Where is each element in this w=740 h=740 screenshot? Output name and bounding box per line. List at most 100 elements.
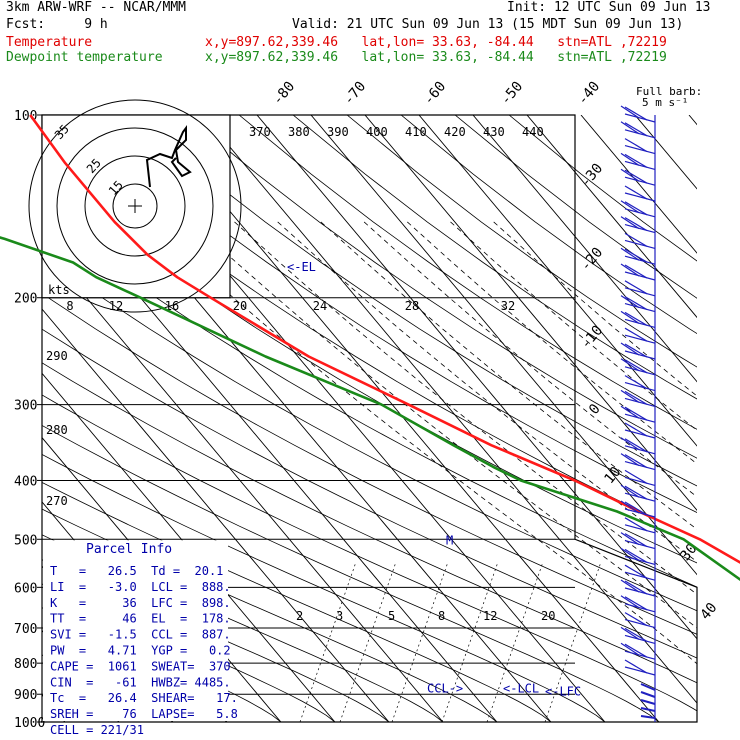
wind-barb-flag — [620, 595, 640, 609]
wind-barb — [620, 152, 656, 170]
wind-barb — [624, 564, 656, 581]
wind-barb — [620, 626, 656, 644]
wind-barb-flag — [620, 484, 640, 498]
isotherm-line — [42, 244, 444, 722]
wind-barb-low — [640, 691, 656, 698]
valid-time: Valid: 21 UTC Sun 09 Jun 13 (15 MDT Sun … — [292, 17, 684, 32]
mixing-ratio-line — [339, 564, 396, 722]
theta-label: 420 — [444, 125, 466, 139]
wind-barb — [620, 121, 656, 139]
wind-barb-flag — [624, 517, 648, 532]
parcel-info-row: CIN = -61 HWBZ= 4485. — [50, 675, 231, 689]
wind-barb-flag — [624, 492, 656, 502]
isotherm-label: -40 — [575, 79, 604, 109]
wind-barb-flag — [620, 358, 640, 372]
hodograph-ring — [112, 183, 158, 229]
wind-barb-flag — [624, 476, 656, 486]
mixing-ratio-line — [441, 564, 498, 722]
wind-barb-flag — [624, 201, 648, 216]
wind-barb-flag — [624, 548, 648, 563]
wind-barb-flag — [624, 113, 656, 123]
wind-barb-flag — [624, 619, 656, 629]
wind-barb-flag — [620, 295, 640, 309]
isotherm-label: -10 — [578, 323, 607, 353]
hodograph-speed-label: 20 — [233, 299, 247, 313]
wind-barb-flag — [624, 239, 656, 249]
wind-barb-flag — [624, 524, 656, 534]
diagram-border — [41, 114, 698, 723]
wind-barb-low — [640, 683, 656, 691]
dewpoint-line — [0, 236, 740, 582]
theta-label: 280 — [46, 423, 68, 437]
dry-adiabat-line — [42, 129, 697, 539]
mixing-ratio-label: 5 — [388, 609, 395, 623]
wind-barb-flag — [624, 264, 648, 279]
temperature-line — [29, 114, 740, 564]
wind-barb — [620, 216, 656, 234]
wind-barb-flag — [624, 217, 648, 232]
isotherm-line — [42, 372, 336, 722]
wind-barb — [620, 642, 656, 660]
ccl-marker: CCL-> — [427, 682, 463, 696]
isotherm-line — [526, 115, 697, 319]
pressure-label-900: 900 — [14, 688, 37, 703]
wind-barb-flag — [620, 642, 640, 656]
hodograph-speed-label: 8 — [66, 299, 73, 313]
theta-label: 430 — [483, 125, 505, 139]
dry-adiabat-line — [42, 174, 697, 564]
parcel-info-row: K = 36 LFC = 898. — [50, 596, 231, 610]
wind-barb-flag — [620, 263, 640, 277]
mixing-ratio-label: 20 — [541, 609, 555, 623]
wind-barb-flag — [624, 287, 656, 297]
wind-barb — [620, 105, 656, 123]
wind-barb-flag — [624, 397, 656, 407]
wind-barb — [620, 484, 656, 502]
wind-barb-flag — [620, 152, 640, 166]
wind-barb-flag — [624, 343, 648, 358]
wind-barb-flag — [620, 168, 640, 182]
mixing-ratio-label: 12 — [483, 609, 497, 623]
mixing-ratio-line — [391, 564, 448, 722]
wind-barb-flag — [620, 389, 640, 403]
wind-barb-flag — [624, 129, 656, 139]
wind-barb-flag — [624, 153, 648, 168]
wind-barb-flag — [624, 533, 648, 548]
wind-barb-flag — [624, 375, 648, 390]
wind-barb-flag — [624, 176, 656, 186]
isotherm-line — [42, 308, 390, 722]
parcel-info-row: TT = 46 EL = 178. — [50, 612, 231, 626]
wind-barb — [624, 517, 656, 534]
wind-barb-flag — [620, 453, 640, 467]
isotherm-line — [202, 115, 697, 704]
wind-barb — [620, 453, 656, 471]
wind-barb-flag — [624, 208, 656, 218]
wind-barb-flag — [624, 224, 656, 234]
moist-adiabat-line — [191, 221, 697, 629]
wind-barb-flag — [620, 500, 640, 514]
parcel-info-row: PW = 4.71 YGP = 0.2 — [50, 644, 231, 658]
isotherm-line — [634, 115, 697, 190]
dry-adiabat-line — [42, 292, 697, 635]
dewpoint-location: x,y=897.62,339.46 lat,lon= 33.63, -84.44… — [205, 50, 667, 65]
el-marker: <-EL — [287, 260, 316, 274]
wind-barb-flag — [624, 303, 656, 313]
dry-adiabat-line — [130, 115, 697, 487]
wind-barb-flag — [624, 169, 648, 184]
dry-adiabat-line — [42, 583, 336, 722]
wind-barb-flag — [620, 437, 640, 451]
theta-label: 370 — [249, 125, 271, 139]
isotherm-label: -70 — [341, 79, 370, 109]
dry-adiabat-line — [42, 425, 660, 722]
wind-barb-flag — [624, 666, 656, 676]
pressure-label-800: 800 — [14, 657, 37, 672]
theta-label: 390 — [327, 125, 349, 139]
wind-barb — [620, 389, 656, 407]
isotherm-label: -30 — [578, 161, 607, 191]
isotherm-label: -60 — [421, 79, 450, 109]
isotherm-line — [580, 115, 697, 254]
parcel-info-row: Tc = 26.4 SHEAR= 17. — [50, 691, 238, 705]
wind-barb-flag — [624, 271, 656, 281]
wind-barb-flag — [624, 429, 656, 439]
wind-barb — [620, 579, 656, 597]
